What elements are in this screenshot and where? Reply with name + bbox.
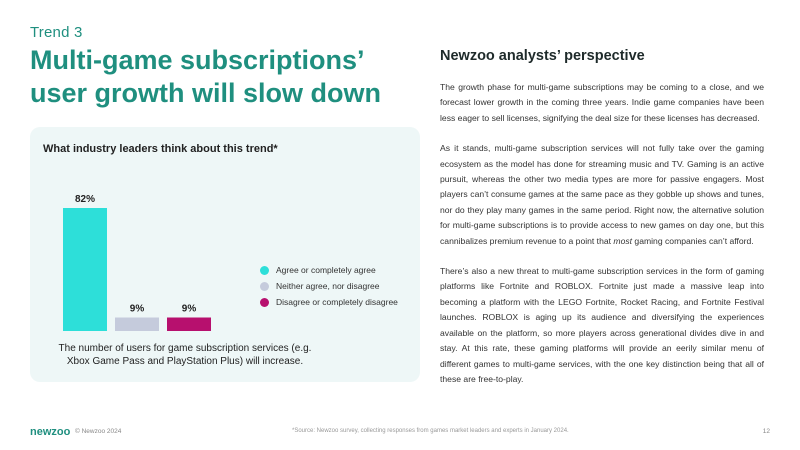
page-title: Multi-game subscriptions’ user growth wi… [30,45,382,108]
paragraph-text: As it stands, multi-game subscription se… [440,143,764,246]
legend-label: Disagree or completely disagree [276,297,398,307]
bar-value-label: 9% [130,304,145,315]
legend-item: Neither agree, nor disagree [260,278,398,294]
bar-chart: 82% 9% 9% [63,194,211,331]
perspective-paragraph-2: As it stands, multi-game subscription se… [440,141,764,249]
chart-title: What industry leaders think about this t… [43,143,278,155]
chart-caption: The number of users for game subscriptio… [58,343,312,367]
bar-neutral [115,317,159,331]
legend-label: Agree or completely agree [276,265,376,275]
chart-legend: Agree or completely agree Neither agree,… [260,262,398,310]
legend-label: Neither agree, nor disagree [276,281,380,291]
legend-swatch-agree [260,265,269,275]
analyst-perspective: Newzoo analysts’ perspective The growth … [440,48,764,402]
bar-disagree [167,317,211,331]
legend-item: Disagree or completely disagree [260,294,398,310]
bar-value-label: 9% [182,304,197,315]
bar-agree [63,208,107,331]
perspective-heading: Newzoo analysts’ perspective [440,48,645,64]
trend-label: Trend 3 [30,24,83,41]
newzoo-logo: newzoo [30,426,71,438]
emphasis-text: most [613,235,633,246]
copyright-text: © Newzoo 2024 [75,428,122,435]
legend-swatch-disagree [260,297,269,307]
legend-item: Agree or completely agree [260,262,398,278]
footer: newzoo © Newzoo 2024 *Source: Newzoo sur… [30,426,770,440]
chart-panel: What industry leaders think about this t… [30,127,420,382]
perspective-paragraph-1: The growth phase for multi-game subscrip… [440,82,764,123]
legend-swatch-neutral [260,281,269,291]
perspective-paragraph-3: There’s also a new threat to multi-game … [440,266,764,384]
paragraph-text: gaming companies can’t afford. [632,235,754,246]
bar-value-label: 82% [75,194,95,205]
page-number: 12 [762,428,770,435]
source-note: *Source: Newzoo survey, collecting respo… [292,428,569,434]
